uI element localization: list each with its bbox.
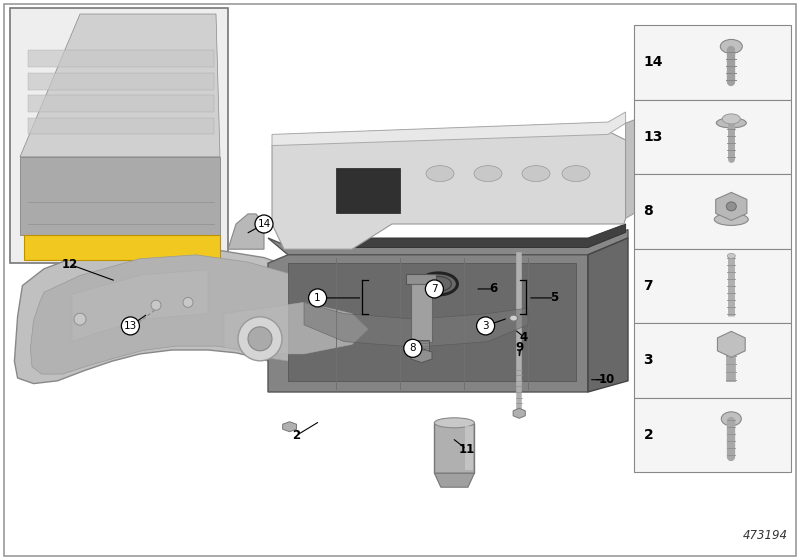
Bar (634, 174, 791, 249)
Ellipse shape (562, 166, 590, 181)
Polygon shape (272, 112, 626, 146)
Text: 10: 10 (598, 373, 614, 386)
Bar (634, 25, 791, 100)
Polygon shape (304, 302, 528, 347)
Polygon shape (28, 118, 214, 134)
Text: 14: 14 (643, 55, 663, 69)
Ellipse shape (716, 118, 746, 128)
Bar (634, 323, 791, 398)
Circle shape (404, 339, 422, 357)
Polygon shape (513, 408, 526, 418)
Text: 2: 2 (643, 428, 654, 442)
Bar (465, 426, 473, 470)
Ellipse shape (727, 253, 735, 258)
Text: 1: 1 (314, 293, 321, 303)
Polygon shape (30, 255, 376, 374)
Circle shape (183, 297, 193, 307)
Text: 3: 3 (643, 353, 654, 367)
Polygon shape (28, 73, 214, 90)
Polygon shape (272, 123, 626, 249)
Ellipse shape (434, 418, 474, 428)
Text: 6: 6 (490, 282, 498, 296)
Polygon shape (411, 284, 432, 342)
Circle shape (248, 327, 272, 351)
Ellipse shape (722, 412, 742, 426)
Polygon shape (718, 332, 745, 357)
Text: 3: 3 (482, 321, 489, 331)
Text: 13: 13 (643, 130, 663, 144)
Polygon shape (28, 95, 214, 112)
Polygon shape (224, 302, 368, 354)
Bar (634, 249, 791, 323)
Text: 8: 8 (643, 204, 654, 218)
Text: 473194: 473194 (743, 529, 788, 542)
Text: 5: 5 (550, 291, 558, 305)
Polygon shape (411, 348, 432, 363)
Polygon shape (228, 214, 264, 249)
Text: 7: 7 (643, 279, 654, 293)
Bar (634, 398, 791, 472)
Polygon shape (268, 255, 588, 392)
Ellipse shape (720, 39, 742, 53)
Ellipse shape (726, 202, 736, 211)
Text: 14: 14 (258, 219, 270, 229)
Polygon shape (414, 340, 429, 352)
Polygon shape (336, 168, 400, 213)
Polygon shape (282, 422, 297, 432)
Polygon shape (716, 193, 747, 221)
Polygon shape (434, 473, 474, 487)
Polygon shape (626, 118, 640, 218)
Text: 7: 7 (431, 284, 438, 294)
Text: 4: 4 (520, 330, 528, 344)
Ellipse shape (714, 213, 748, 226)
Bar (434, 423, 474, 473)
Polygon shape (28, 50, 214, 67)
Ellipse shape (426, 166, 454, 181)
Circle shape (151, 300, 161, 310)
Polygon shape (20, 14, 220, 157)
Polygon shape (406, 274, 436, 284)
Circle shape (238, 317, 282, 361)
Text: 9: 9 (515, 340, 523, 354)
Polygon shape (288, 263, 576, 381)
Circle shape (74, 313, 86, 325)
Ellipse shape (522, 166, 550, 181)
Text: 8: 8 (410, 343, 416, 353)
Polygon shape (24, 235, 220, 260)
Circle shape (426, 280, 443, 298)
Text: 2: 2 (292, 429, 300, 442)
Polygon shape (14, 244, 396, 384)
Text: 12: 12 (62, 258, 78, 271)
Circle shape (255, 215, 273, 233)
Polygon shape (288, 224, 626, 248)
Polygon shape (72, 270, 208, 342)
Text: 13: 13 (124, 321, 137, 331)
Bar (10, 8, 228, 263)
Bar (634, 100, 791, 174)
Polygon shape (268, 230, 628, 255)
Ellipse shape (426, 277, 451, 291)
Polygon shape (588, 238, 628, 392)
Ellipse shape (722, 114, 740, 124)
Circle shape (122, 317, 139, 335)
Ellipse shape (474, 166, 502, 181)
Polygon shape (20, 157, 220, 235)
Text: 11: 11 (458, 442, 474, 456)
Circle shape (477, 317, 494, 335)
Ellipse shape (510, 315, 518, 321)
Circle shape (309, 289, 326, 307)
